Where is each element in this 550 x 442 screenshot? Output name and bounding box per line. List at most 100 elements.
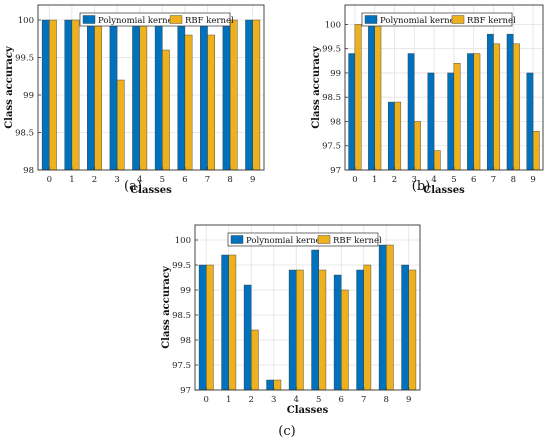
x-tick-label: 2 [392,175,397,185]
y-axis-label: Class accuracy [311,45,322,129]
x-tick-label: 6 [471,175,476,185]
legend-box [361,12,513,27]
legend-label-rbf: RBF kernel [467,16,516,26]
x-tick-label: 0 [204,395,209,405]
x-tick-label: 8 [227,175,232,185]
bar-polynomial-3 [109,19,118,171]
bar-rbf-8 [386,244,394,391]
bar-polynomial-3 [407,53,415,171]
legend-swatch-rbf [451,15,465,24]
bar-polynomial-2 [87,19,95,171]
bar-polynomial-9 [245,19,253,171]
x-tick-label: 5 [160,175,165,185]
x-tick-label: 4 [431,175,436,185]
y-axis-label: Class accuracy [4,45,15,129]
bar-rbf-0 [206,264,214,391]
y-tick-label: 98.5 [172,311,191,321]
bar-polynomial-4 [132,19,140,171]
bar-rbf-1 [374,24,382,171]
bar-rbf-0 [354,24,362,171]
legend-swatch-polynomial [230,235,244,244]
x-tick-label: 1 [69,175,74,185]
x-tick-label: 2 [249,395,254,405]
x-tick-label: 5 [451,175,456,185]
legend: Polynomial kernel RBF kernel [227,232,382,247]
bar-polynomial-4 [288,269,297,391]
x-tick-label: 3 [412,175,417,185]
x-axis-label: Classes [287,405,329,416]
bar-polynomial-3 [266,379,274,391]
bar-rbf-3 [116,79,125,171]
bar-polynomial-1 [368,24,375,171]
legend-label-rbf: RBF kernel [333,236,382,246]
subfigure-caption: (c) [278,424,295,439]
y-tick-label: 100 [175,236,191,246]
y-tick-label: 98 [330,117,341,127]
legend-swatch-rbf [317,235,331,244]
bar-polynomial-7 [486,33,494,171]
bar-rbf-7 [363,264,372,391]
legend-label-polynomial: Polynomial kernel [246,236,324,246]
y-tick-label: 98.5 [322,93,341,103]
x-tick-label: 5 [316,395,321,405]
x-tick-label: 8 [384,395,389,405]
y-tick-label: 98 [180,336,191,346]
x-tick-label: 7 [205,175,210,185]
chart-a: 98 98.5 99 99.5 100 0 1 2 3 4 5 6 7 8 9 Classes Class ac… [4,4,265,196]
y-axis-label: Class accuracy [161,265,172,349]
axes-box [37,4,265,171]
legend-swatch-polynomial [364,15,378,24]
legend-box [227,232,379,247]
x-tick-label: 9 [406,395,411,405]
chart-b: 97 97.5 98 98.5 99 99.5 100 0 1 2 3 4 5 6 7 8 9 Classes Cl… [311,4,544,196]
x-tick-label: 2 [92,175,97,185]
bar-rbf-5 [453,63,461,171]
bar-rbf-1 [71,19,80,171]
y-tick-label: 100 [18,16,34,26]
legend: Polynomial kernel RBF kernel [79,12,234,27]
y-tick-label: 99 [180,286,191,296]
bar-polynomial-0 [41,19,50,171]
bar-rbf-7 [493,43,501,171]
chart-c: 97 97.5 98 98.5 99 99.5 100 0 1 2 3 4 5 6 7 8 9 Classes Cl… [161,224,421,439]
bar-rbf-4 [296,269,304,391]
legend-swatch-rbf [169,15,183,24]
legend: Polynomial kernel RBF kernel [361,12,516,27]
bar-polynomial-9 [401,264,409,391]
bar-polynomial-8 [222,19,231,171]
bar-rbf-6 [184,34,193,171]
legend-label-rbf: RBF kernel [185,16,234,26]
bar-polynomial-9 [526,72,534,171]
x-tick-label: 1 [226,395,231,405]
bar-polynomial-5 [311,249,319,391]
bar-rbf-7 [207,34,215,171]
bar-polynomial-1 [221,254,229,391]
x-tick-label: 8 [511,175,516,185]
bar-polynomial-0 [348,53,356,171]
x-tick-label: 0 [47,175,52,185]
x-tick-label: 7 [491,175,496,185]
bar-rbf-0 [49,19,57,171]
legend-box [79,12,231,27]
bar-rbf-2 [94,19,102,171]
bar-polynomial-1 [64,19,73,171]
bar-rbf-5 [318,269,327,391]
bar-polynomial-8 [378,244,387,391]
subfigure-caption: (a) [124,179,142,194]
x-tick-label: 6 [182,175,187,185]
bar-rbf-6 [473,53,481,171]
y-tick-label: 98 [23,166,34,176]
bar-polynomial-6 [177,19,186,171]
x-tick-label: 4 [294,395,299,405]
x-axis-label: Classes [423,185,465,196]
bar-rbf-5 [162,49,170,171]
bar-rbf-6 [341,289,349,391]
legend-swatch-polynomial [82,15,96,24]
x-tick-label: 9 [530,175,535,185]
x-tick-label: 0 [352,175,357,185]
bar-polynomial-4 [427,72,435,171]
y-tick-label: 99 [330,69,341,79]
y-tick-label: 99.5 [15,54,34,64]
bar-rbf-9 [408,269,417,391]
